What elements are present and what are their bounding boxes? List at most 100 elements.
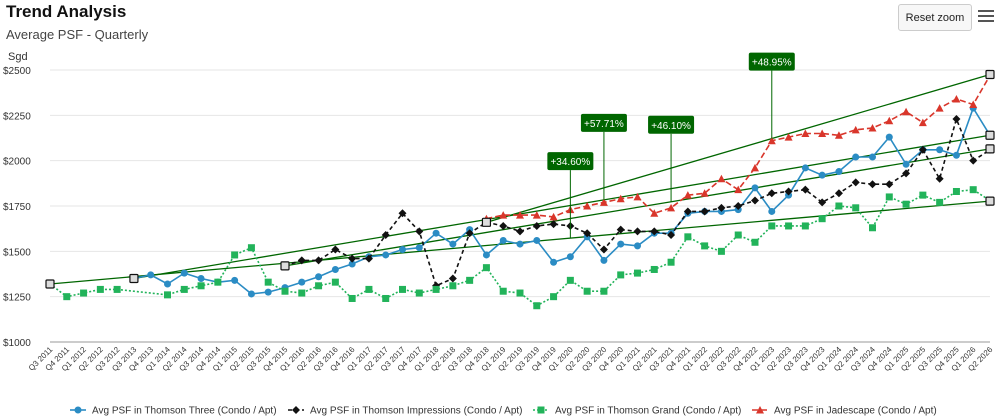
data-point	[600, 256, 608, 264]
data-point	[365, 285, 373, 293]
data-point	[818, 215, 826, 223]
legend: Avg PSF in Thomson Three (Condo / Apt) Av…	[70, 406, 937, 417]
data-point	[801, 164, 809, 172]
series-line	[133, 106, 991, 295]
data-point	[751, 163, 759, 172]
data-point	[348, 260, 356, 268]
y-tick-label: $2250	[3, 111, 31, 122]
data-point	[616, 194, 625, 203]
data-point	[902, 160, 910, 168]
data-point	[398, 209, 407, 218]
data-point	[583, 202, 592, 210]
data-point	[952, 95, 961, 103]
data-point	[683, 207, 692, 216]
data-point	[465, 229, 474, 238]
data-point	[164, 291, 171, 299]
data-point	[918, 145, 927, 154]
data-point	[751, 238, 759, 246]
y-tick-label: $1750	[3, 202, 31, 213]
data-point	[566, 253, 574, 261]
data-point	[314, 256, 323, 265]
data-point	[499, 287, 507, 295]
data-point	[616, 225, 625, 234]
y-tick-label: $2000	[3, 157, 31, 168]
data-point	[583, 229, 592, 238]
data-point	[399, 285, 406, 293]
hamburger-menu-icon[interactable]	[978, 8, 994, 24]
data-point	[852, 204, 860, 212]
data-point	[936, 146, 944, 154]
data-point	[700, 207, 709, 216]
y-tick-label: $1250	[3, 293, 31, 304]
data-point	[851, 178, 860, 187]
data-point	[633, 192, 642, 201]
data-point	[768, 222, 776, 230]
data-point	[650, 265, 658, 273]
data-point	[449, 282, 457, 290]
data-point	[701, 242, 709, 250]
data-point	[684, 233, 692, 241]
data-point	[952, 114, 961, 123]
data-point	[885, 193, 893, 201]
trend-endpoint	[280, 261, 290, 271]
y-tick-label: $2500	[3, 66, 31, 77]
data-point	[292, 406, 300, 414]
trend-label: +46.10%	[651, 121, 691, 132]
trend-labels: +34.60% +57.71% +46.10% +48.95%	[45, 52, 995, 289]
trendlines	[49, 73, 991, 285]
data-point	[298, 289, 306, 297]
data-point	[382, 294, 390, 302]
data-point	[617, 240, 625, 248]
data-point	[197, 282, 205, 290]
data-point	[768, 207, 776, 215]
trend-label-box	[648, 115, 695, 134]
legend-item: Avg PSF in Thomson Impressions (Condo / …	[310, 406, 523, 417]
gridlines	[50, 69, 990, 343]
trend-label: +34.60%	[550, 157, 590, 168]
data-point	[734, 185, 743, 194]
data-point	[852, 153, 860, 161]
data-point	[717, 174, 726, 183]
data-point	[466, 276, 474, 284]
data-point	[499, 236, 507, 244]
data-point	[147, 271, 155, 279]
data-point	[952, 187, 960, 195]
data-point	[80, 289, 88, 297]
data-point	[650, 209, 659, 217]
data-point	[566, 276, 574, 284]
data-point	[902, 169, 911, 178]
legend-item: Avg PSF in Jadescape (Condo / Apt)	[774, 406, 937, 417]
data-point	[281, 287, 289, 295]
data-point	[751, 184, 759, 192]
data-point	[499, 221, 508, 230]
y-tick-label: $1000	[3, 338, 31, 349]
trend-label: +57.71%	[584, 119, 624, 130]
chart-subtitle: Average PSF - Quarterly	[6, 27, 149, 42]
chart-title: Trend Analysis	[6, 2, 127, 21]
data-point	[869, 224, 876, 232]
data-point	[532, 211, 541, 219]
data-point	[801, 129, 810, 137]
data-point	[599, 245, 608, 254]
data-point	[801, 222, 809, 230]
data-point	[231, 276, 239, 284]
trend-endpoint	[481, 217, 492, 227]
legend-item: Avg PSF in Thomson Three (Condo / Apt)	[92, 406, 277, 417]
reset-zoom-button[interactable]: Reset zoom	[898, 4, 972, 31]
data-point	[784, 187, 793, 196]
data-point	[297, 256, 306, 265]
data-point	[264, 288, 272, 296]
data-point	[415, 289, 423, 297]
data-point	[516, 289, 524, 297]
data-point	[969, 186, 977, 194]
data-point	[767, 136, 776, 145]
data-point	[399, 246, 406, 254]
data-point	[180, 269, 188, 277]
y-axis-ticks: $1000 $1250 $1500 $1750 $2000 $2250 $2500	[3, 66, 31, 349]
data-point	[599, 198, 608, 206]
data-point	[834, 189, 843, 198]
data-point	[851, 125, 860, 134]
data-point	[315, 273, 323, 281]
data-point	[315, 282, 323, 290]
